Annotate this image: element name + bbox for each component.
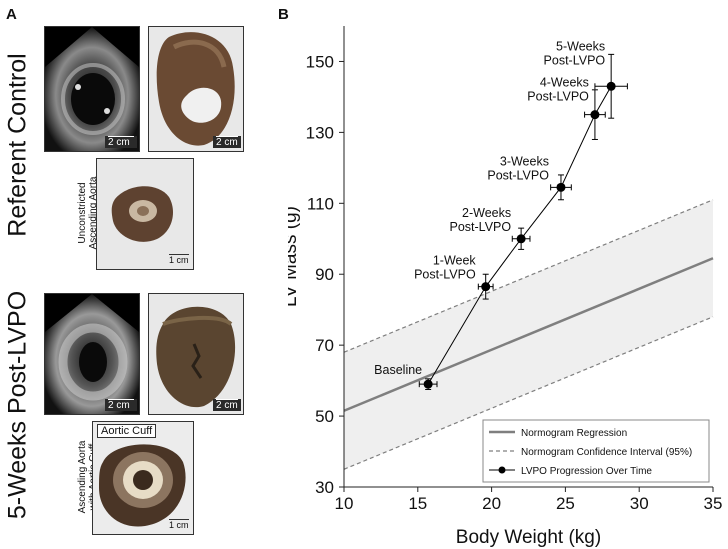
data-point <box>556 182 566 192</box>
y-tick-label: 90 <box>315 265 334 284</box>
x-tick-label: 35 <box>704 494 723 513</box>
panel-a-label: A <box>6 6 17 23</box>
progression-line <box>427 86 612 385</box>
y-tick-label: 70 <box>315 336 334 355</box>
legend-label-ci: Normogram Confidence Interval (95%) <box>521 447 692 458</box>
post-heart-graphic <box>156 306 236 408</box>
point-label-baseline: Baseline <box>374 363 422 377</box>
post-echo-image: 2 cm <box>44 293 140 415</box>
y-tick-label: 150 <box>306 52 334 71</box>
referent-control-title: Referent Control <box>3 53 32 237</box>
point-label-line1: 4-Weeks <box>540 76 589 90</box>
data-point <box>606 81 616 91</box>
data-point <box>590 110 600 120</box>
x-tick-label: 20 <box>482 494 501 513</box>
point-label-line2: Post-LVPO <box>414 268 476 282</box>
x-tick-label: 30 <box>630 494 649 513</box>
data-point <box>423 379 433 389</box>
x-tick-label: 15 <box>408 494 427 513</box>
x-axis-label: Body Weight (kg) <box>456 527 601 548</box>
post-aorta-scale: 1 cm <box>169 519 189 530</box>
y-tick-label: 130 <box>306 123 334 142</box>
lv-mass-chart: 10 15 20 25 30 35 30 50 70 90 110 130 150 Body Weight… <box>288 26 723 548</box>
referent-heart-graphic <box>156 32 235 146</box>
legend-swatch-progression-marker <box>498 466 506 474</box>
referent-aorta-graphic <box>111 186 173 242</box>
point-label-line1: 5-Weeks <box>556 39 605 53</box>
post-heart-scale: 2 cm <box>213 399 241 411</box>
post-aorta-image: Aortic Cuff 1 cm <box>92 421 194 535</box>
legend-label-progression: LVPO Progression Over Time <box>521 466 652 477</box>
post-echo-graphic <box>45 294 139 414</box>
referent-aorta-scale: 1 cm <box>169 254 189 265</box>
referent-aorta-image: 1 cm <box>96 158 194 270</box>
panel-b-label: B <box>278 6 289 23</box>
referent-heart-image: 2 cm <box>148 26 244 152</box>
referent-echo-image: 2 cm <box>44 26 140 152</box>
referent-echo-scale: 2 cm <box>105 136 137 148</box>
post-echo-scale: 2 cm <box>105 399 137 411</box>
y-tick-label: 50 <box>315 407 334 426</box>
referent-heart-scale: 2 cm <box>213 136 241 148</box>
point-label-line1: 3-Weeks <box>500 154 549 168</box>
ci-upper-line <box>343 199 714 353</box>
post-lvpo-title: 5-Weeks Post-LVPO <box>3 290 32 520</box>
x-tick-label: 10 <box>335 494 354 513</box>
legend-box <box>482 419 710 483</box>
point-label-line2: Post-LVPO <box>487 168 549 182</box>
referent-echo-graphic <box>45 27 139 151</box>
x-tick-label: 25 <box>556 494 575 513</box>
point-label-line1: 1-Week <box>433 254 477 268</box>
ci-lower-line <box>343 316 714 470</box>
aortic-cuff-callout: Aortic Cuff <box>97 424 157 438</box>
point-label-line2: Post-LVPO <box>450 220 512 234</box>
data-point <box>516 234 526 244</box>
y-tick-label: 110 <box>307 194 334 213</box>
regression-line <box>343 257 714 412</box>
legend-label-regression: Normogram Regression <box>521 428 627 439</box>
point-label-line2: Post-LVPO <box>544 53 606 67</box>
y-tick-label: 30 <box>315 478 334 497</box>
post-aorta-graphic <box>99 444 186 527</box>
point-label-line2: Post-LVPO <box>527 90 589 104</box>
post-heart-image: 2 cm <box>148 293 244 415</box>
y-axis-label: LV Mass (g) <box>288 206 301 307</box>
point-label-line1: 2-Weeks <box>462 206 511 220</box>
data-point <box>481 282 491 292</box>
